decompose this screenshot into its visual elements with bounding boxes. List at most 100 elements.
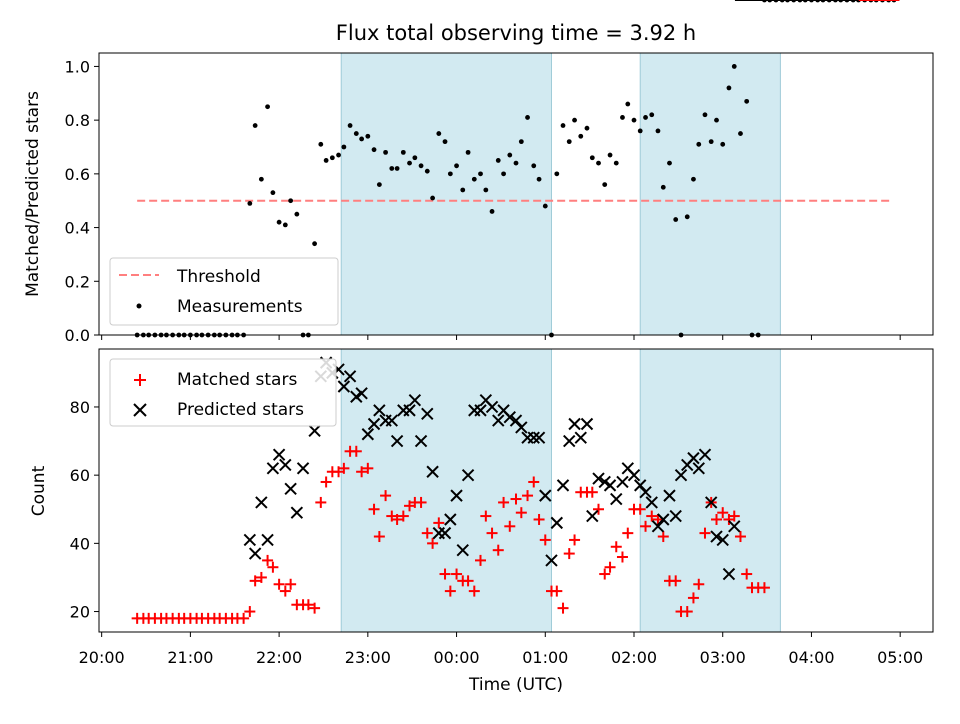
measurement-point — [383, 149, 388, 155]
predicted-star-mark-b — [261, 533, 274, 547]
predicted-star-mark-b — [255, 496, 268, 509]
matched-star-point — [652, 513, 664, 525]
predicted-star-mark-b — [704, 496, 718, 509]
predicted-star-point — [373, 404, 386, 417]
predicted-star-mark-b — [266, 462, 280, 475]
measurement-point — [495, 158, 501, 163]
predicted-star-mark-b — [461, 468, 475, 482]
matched-star-point — [255, 571, 267, 583]
x-tick-label: 04:00 — [788, 648, 834, 667]
measurement-point — [483, 187, 489, 193]
predicted-star-mark-b — [692, 462, 705, 475]
predicted-star-mark-b — [296, 462, 310, 475]
predicted-star-mark-b — [414, 434, 428, 448]
matched-star-point — [249, 575, 261, 587]
matched-star-point — [356, 466, 368, 478]
predicted-star-point — [438, 526, 452, 540]
measurement-point — [720, 141, 726, 147]
predicted-star-mark-b — [586, 509, 599, 523]
predicted-star-mark-b — [580, 417, 594, 431]
predicted-star-mark-b — [284, 482, 297, 496]
chart-title: Flux total observing time = 3.92 h — [336, 21, 696, 45]
x-tick-label: 05:00 — [877, 648, 923, 667]
matched-star-point — [480, 510, 492, 522]
x-ticks-bottom: 20:00 21:00 22:00 23:00 00:00 01:00 02:00 03:00… — [79, 632, 923, 667]
predicted-star-mark-b — [361, 428, 375, 441]
measurement-point — [252, 123, 258, 128]
predicted-star-point — [610, 492, 623, 506]
measurement-point — [501, 171, 506, 177]
measurement-point — [412, 155, 418, 161]
predicted-star-point — [669, 509, 682, 523]
matched-star-point — [681, 606, 693, 618]
measurement-point — [465, 149, 471, 155]
predicted-star-mark-b — [308, 424, 321, 438]
predicted-star-point — [657, 513, 670, 526]
matched-star-point — [309, 602, 321, 614]
matched-star-point — [699, 527, 711, 539]
matched-star-point — [569, 534, 581, 546]
matched-star-point — [244, 606, 256, 618]
predicted-star-point — [550, 516, 564, 530]
matched-star-point — [427, 537, 439, 549]
y-tick-label: 80 — [70, 398, 90, 417]
measurement-point — [312, 241, 317, 247]
matched-star-point — [421, 527, 433, 539]
measurement-point — [649, 112, 655, 118]
measurement-point — [400, 149, 406, 155]
predicted-star-point — [515, 421, 528, 434]
measurement-point — [347, 123, 353, 128]
predicted-star-mark-b — [539, 489, 552, 502]
measurement-point — [613, 160, 619, 166]
measurement-point — [726, 85, 732, 91]
predicted-star-mark-b — [479, 393, 493, 407]
measurement-point — [738, 131, 743, 136]
measurement-point — [584, 125, 590, 131]
measurement-point — [566, 139, 572, 145]
measurement-point — [744, 98, 750, 104]
predicted-star-point — [444, 513, 457, 526]
predicted-star-point — [492, 414, 505, 427]
matched-star-point — [604, 561, 616, 573]
matched-star-point — [522, 490, 534, 502]
x-tick-label: 20:00 — [79, 648, 125, 667]
matched-star-point — [315, 496, 327, 508]
x-tick-label: 22:00 — [256, 648, 302, 667]
predicted-star-mark-b — [474, 404, 487, 417]
matched-star-point — [693, 578, 705, 590]
predicted-star-point — [704, 496, 718, 509]
predicted-star-point — [574, 431, 587, 444]
predicted-star-point — [710, 530, 723, 543]
predicted-star-point — [634, 479, 647, 492]
matched-star-point — [475, 554, 487, 566]
measurement-point — [507, 152, 513, 158]
legend-matched-label: Matched stars — [177, 370, 297, 390]
measurement-point — [394, 166, 400, 171]
measurement-point — [696, 141, 702, 147]
y-tick-label: 20 — [70, 603, 90, 622]
legend-predicted-label: Predicted stars — [177, 400, 304, 420]
matched-star-point — [610, 541, 622, 553]
measurement-point — [631, 117, 637, 123]
predicted-star-point — [580, 417, 594, 431]
measurement-point — [554, 171, 560, 177]
axes-frame-bottom — [98, 348, 934, 633]
y-ticks-top: 0.0 0.2 0.4 0.6 0.8 1.0 — [65, 57, 99, 345]
matched-star-point — [515, 507, 527, 519]
y-tick-label: 0.0 — [65, 326, 90, 345]
predicted-star-point — [355, 387, 368, 400]
predicted-star-mark-b — [651, 520, 665, 533]
measurement-point — [442, 139, 448, 145]
predicted-star-point — [343, 370, 357, 383]
x-tick-label: 21:00 — [167, 648, 213, 667]
matched-star-point — [415, 496, 427, 508]
predicted-star-point — [645, 496, 658, 509]
measurement-point — [424, 168, 430, 174]
matched-star-point — [462, 575, 474, 587]
predicted-star-point — [592, 472, 605, 485]
measurement-point — [294, 211, 300, 217]
legend-threshold-label: Threshold — [176, 267, 261, 287]
legend-bottom: Matched stars Predicted stars — [109, 358, 337, 427]
predicted-star-point — [568, 417, 581, 431]
y-tick-label: 0.6 — [65, 165, 90, 184]
